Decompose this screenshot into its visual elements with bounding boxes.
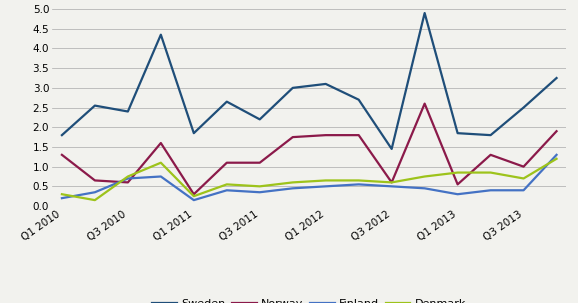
Norway: [421, 102, 428, 105]
Denmark: [91, 198, 98, 202]
Finland: [388, 185, 395, 188]
Norway: [388, 181, 395, 184]
Sweden: [520, 106, 527, 109]
Sweden: [58, 133, 65, 137]
Denmark: [323, 178, 329, 182]
Sweden: [124, 110, 131, 113]
Finland: [124, 177, 131, 180]
Finland: [520, 188, 527, 192]
Sweden: [487, 133, 494, 137]
Sweden: [421, 11, 428, 15]
Sweden: [454, 132, 461, 135]
Finland: [553, 153, 560, 157]
Denmark: [454, 171, 461, 174]
Norway: [289, 135, 296, 139]
Norway: [553, 129, 560, 133]
Norway: [256, 161, 263, 165]
Sweden: [388, 147, 395, 151]
Finland: [58, 196, 65, 200]
Finland: [223, 188, 230, 192]
Finland: [256, 190, 263, 194]
Norway: [124, 181, 131, 184]
Norway: [520, 165, 527, 168]
Denmark: [223, 182, 230, 186]
Sweden: [157, 33, 164, 37]
Finland: [323, 185, 329, 188]
Norway: [58, 153, 65, 157]
Denmark: [355, 178, 362, 182]
Denmark: [124, 175, 131, 178]
Sweden: [91, 104, 98, 108]
Denmark: [58, 192, 65, 196]
Norway: [190, 192, 197, 196]
Denmark: [553, 157, 560, 161]
Finland: [454, 192, 461, 196]
Norway: [157, 141, 164, 145]
Denmark: [421, 175, 428, 178]
Norway: [355, 133, 362, 137]
Finland: [289, 186, 296, 190]
Denmark: [487, 171, 494, 174]
Norway: [223, 161, 230, 165]
Norway: [454, 182, 461, 186]
Sweden: [190, 132, 197, 135]
Finland: [190, 198, 197, 202]
Line: Finland: Finland: [62, 155, 557, 200]
Finland: [355, 182, 362, 186]
Denmark: [388, 181, 395, 184]
Finland: [91, 190, 98, 194]
Sweden: [256, 118, 263, 121]
Line: Sweden: Sweden: [62, 13, 557, 149]
Sweden: [323, 82, 329, 86]
Norway: [323, 133, 329, 137]
Denmark: [190, 195, 197, 198]
Finland: [487, 188, 494, 192]
Finland: [421, 186, 428, 190]
Line: Denmark: Denmark: [62, 159, 557, 200]
Denmark: [256, 185, 263, 188]
Line: Norway: Norway: [62, 104, 557, 194]
Sweden: [223, 100, 230, 104]
Norway: [91, 178, 98, 182]
Denmark: [157, 161, 164, 165]
Legend: Sweden, Norway, Finland, Denmark: Sweden, Norway, Finland, Denmark: [148, 294, 470, 303]
Denmark: [289, 181, 296, 184]
Sweden: [289, 86, 296, 90]
Sweden: [553, 76, 560, 80]
Denmark: [520, 177, 527, 180]
Norway: [487, 153, 494, 157]
Finland: [157, 175, 164, 178]
Sweden: [355, 98, 362, 102]
